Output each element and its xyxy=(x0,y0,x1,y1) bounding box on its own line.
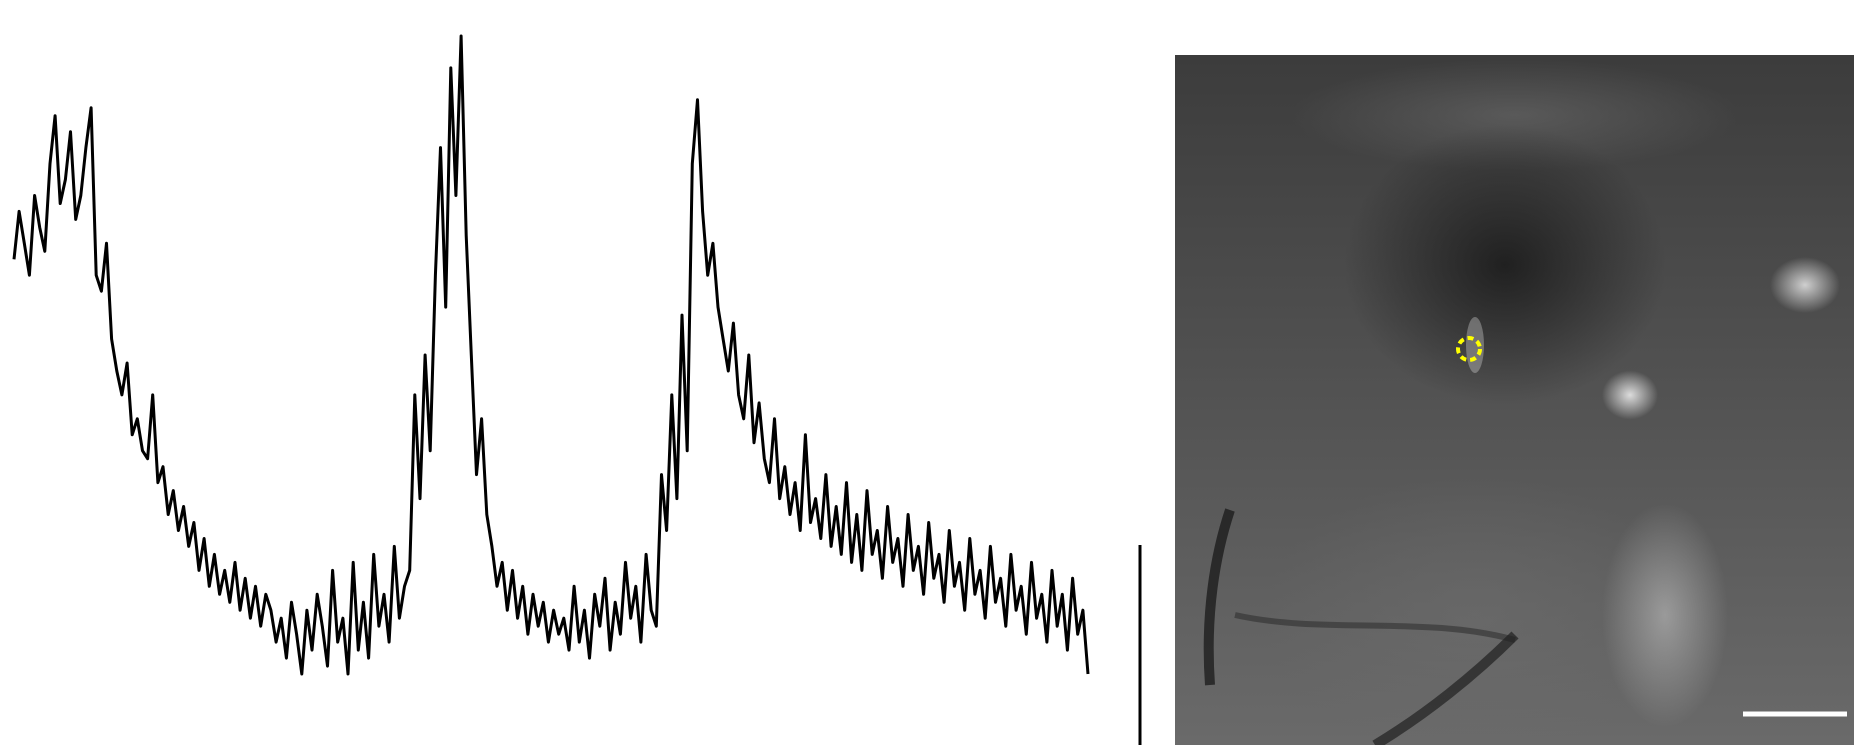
dark-vessel xyxy=(1203,508,1235,686)
image-overlay xyxy=(1203,317,1847,745)
trace-plot xyxy=(12,34,1142,745)
fluorescence-image xyxy=(1175,55,1854,745)
roi-marker xyxy=(1456,336,1482,362)
dark-vessel xyxy=(1372,631,1519,745)
calcium-trace-panel xyxy=(12,34,1142,745)
trace-line xyxy=(12,34,1090,676)
dark-vessel xyxy=(1234,612,1516,643)
